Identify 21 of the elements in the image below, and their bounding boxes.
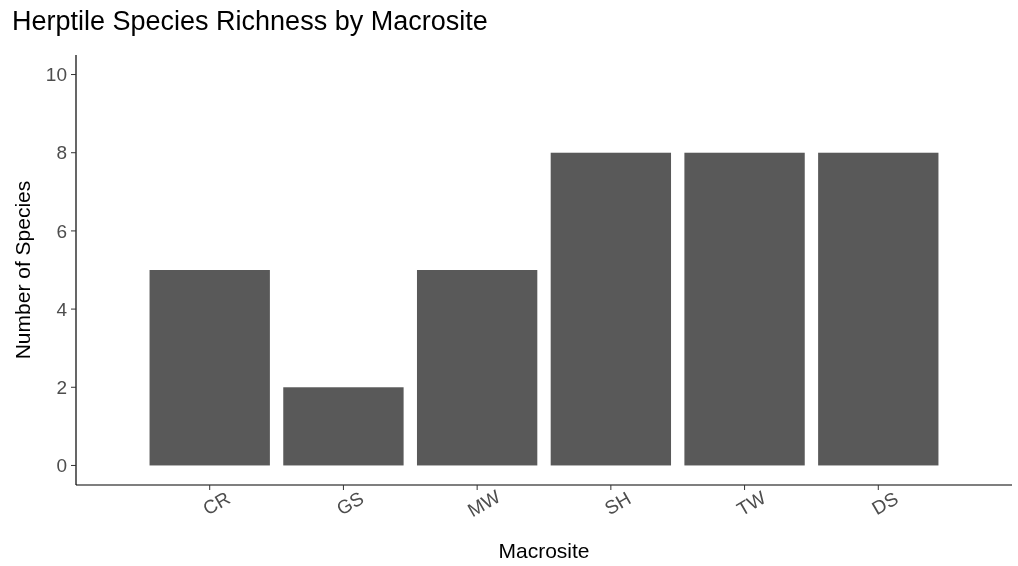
bar [818,152,939,466]
x-tick-label: CR [199,487,234,520]
chart-title: Herptile Species Richness by Macrosite [12,6,488,36]
x-tick-label: MW [464,485,504,521]
y-tick-label: 10 [45,64,67,86]
bar [550,152,672,466]
y-tick-label: 6 [56,220,67,242]
bar [149,270,270,466]
x-tick-label: TW [733,486,770,520]
y-tick-label: 0 [56,455,67,477]
x-axis-title: Macrosite [498,539,590,562]
y-tick-label: 8 [56,142,67,164]
y-axis-title: Number of Species [11,180,34,360]
y-tick-label: 2 [56,376,67,398]
x-tick-label: SH [600,487,635,520]
bar [684,152,805,466]
bar [283,387,404,466]
bar [416,270,538,466]
x-tick-label: GS [333,487,368,520]
y-tick-label: 4 [56,298,68,320]
x-tick-label: DS [868,487,902,520]
